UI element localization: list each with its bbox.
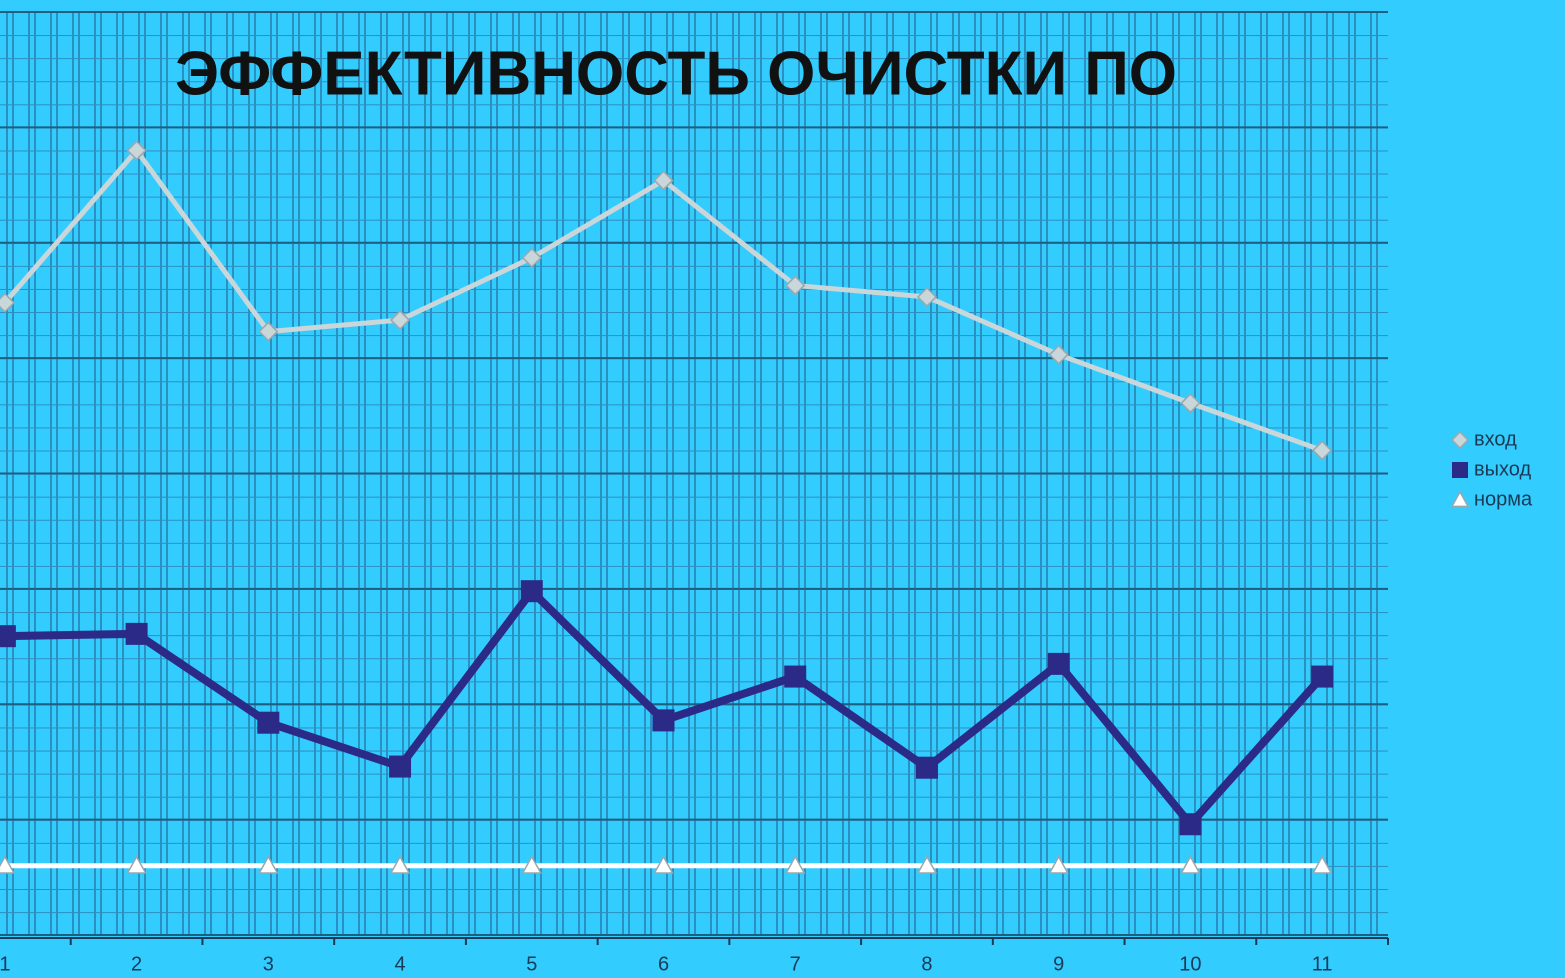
- legend-label: вход: [1474, 428, 1517, 450]
- marker: [521, 247, 542, 268]
- x-tick-label: 3: [263, 953, 274, 975]
- marker: [653, 855, 674, 874]
- marker: [389, 755, 412, 778]
- marker: [1180, 393, 1201, 414]
- marker: [258, 855, 279, 874]
- marker: [915, 756, 938, 779]
- marker: [1180, 855, 1201, 874]
- legend-label: норма: [1474, 488, 1533, 510]
- x-tick-label: 2: [131, 953, 142, 975]
- marker: [521, 855, 543, 874]
- marker: [125, 622, 148, 645]
- marker: [653, 170, 674, 191]
- x-tick-label: 4: [394, 953, 405, 975]
- x-tick-label: 11: [1312, 953, 1333, 975]
- marker: [1048, 344, 1069, 365]
- marker: [1048, 855, 1069, 874]
- x-tick-label: 9: [1053, 953, 1064, 975]
- x-tick-label: 8: [921, 953, 932, 975]
- marker: [1312, 440, 1333, 461]
- chart-title: ЭФФЕКТИВНОСТЬ ОЧИСТКИ ПО: [175, 39, 1177, 108]
- marker: [785, 275, 806, 296]
- marker: [126, 140, 147, 161]
- marker: [1311, 665, 1334, 688]
- x-tick-label: 7: [790, 953, 801, 975]
- marker: [1179, 813, 1202, 836]
- marker: [1452, 462, 1468, 478]
- marker: [916, 286, 938, 308]
- marker: [389, 309, 411, 331]
- marker: [1450, 430, 1470, 450]
- marker: [520, 580, 543, 603]
- marker: [1450, 490, 1470, 508]
- marker: [784, 665, 807, 688]
- x-tick-label: 5: [526, 953, 537, 975]
- marker: [784, 855, 806, 874]
- marker: [0, 292, 15, 313]
- marker: [652, 709, 675, 732]
- x-tick-label: 6: [658, 953, 669, 975]
- marker: [916, 855, 938, 874]
- marker: [389, 855, 411, 874]
- marker: [258, 321, 279, 342]
- marker: [0, 625, 16, 648]
- legend: вход выход норма: [1450, 428, 1533, 510]
- marker: [1047, 652, 1070, 675]
- plot: [0, 140, 1334, 874]
- marker: [126, 855, 147, 874]
- legend-label: выход: [1474, 458, 1531, 480]
- grid: 1 2 3 4 5 6 7 8 9 10 11: [0, 11, 1389, 975]
- x-tick-label: 1: [0, 953, 10, 975]
- marker: [0, 855, 16, 874]
- marker: [257, 711, 280, 734]
- marker: [1311, 855, 1333, 874]
- x-tick-label: 10: [1179, 953, 1201, 975]
